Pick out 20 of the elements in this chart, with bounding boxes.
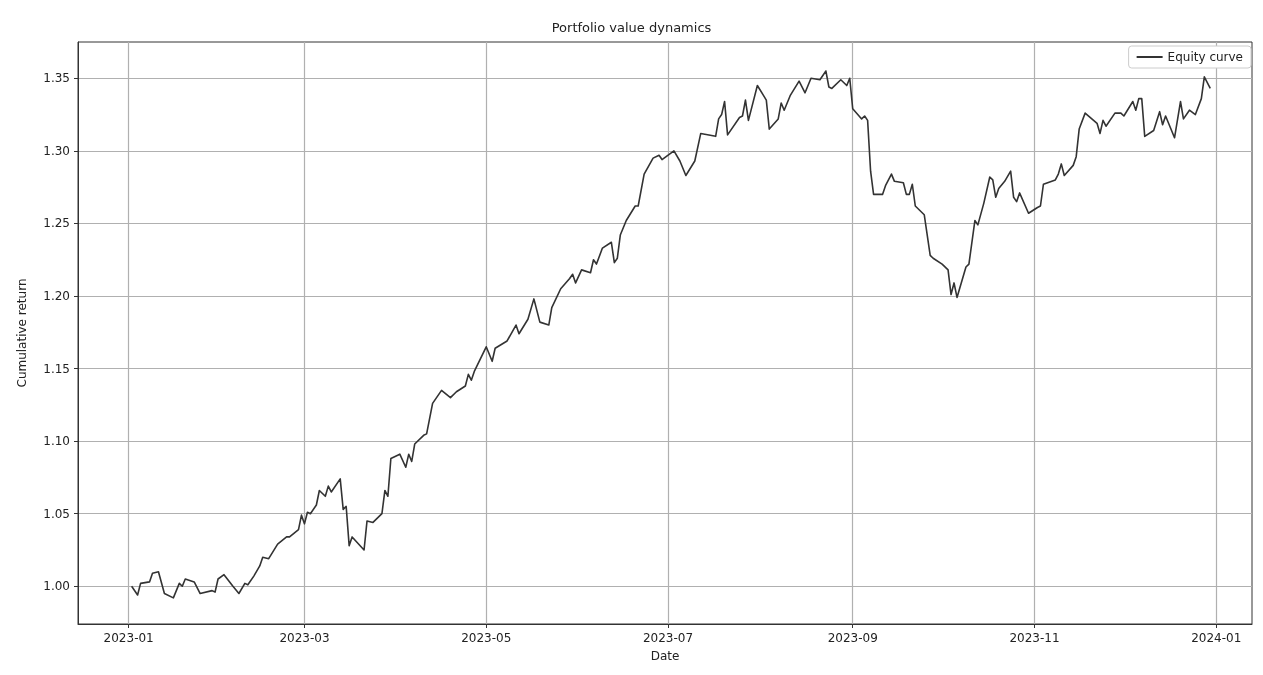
line-series	[130, 70, 1212, 599]
y-tick-label: 1.35	[43, 71, 70, 86]
x-tick-label: 2023-01	[103, 631, 154, 645]
y-tick-label: 1.05	[43, 506, 70, 521]
y-tick-label: 1.25	[43, 216, 70, 231]
x-tick-label: 2024-01	[1191, 631, 1242, 645]
x-tick-label: 2023-07	[642, 631, 694, 645]
chart-title: Portfolio value dynamics	[551, 20, 712, 35]
x-axis-title: Date	[650, 649, 680, 663]
y-tick-label: 1.00	[43, 579, 70, 594]
y-tick-label: 1.30	[43, 143, 70, 158]
x-tick-label: 2023-09	[827, 631, 878, 645]
x-tick-label: 2023-03	[279, 631, 330, 645]
y-axis-title: Cumulative return	[15, 278, 29, 388]
x-tick-label: 2023-05	[461, 631, 512, 645]
x-tick-label: 2023-11	[1009, 631, 1060, 645]
y-tick-label: 1.15	[43, 361, 70, 376]
y-tick-label: 1.10	[43, 434, 70, 449]
y-tick-label: 1.20	[43, 288, 70, 303]
legend-label: Equity curve	[1167, 50, 1244, 64]
